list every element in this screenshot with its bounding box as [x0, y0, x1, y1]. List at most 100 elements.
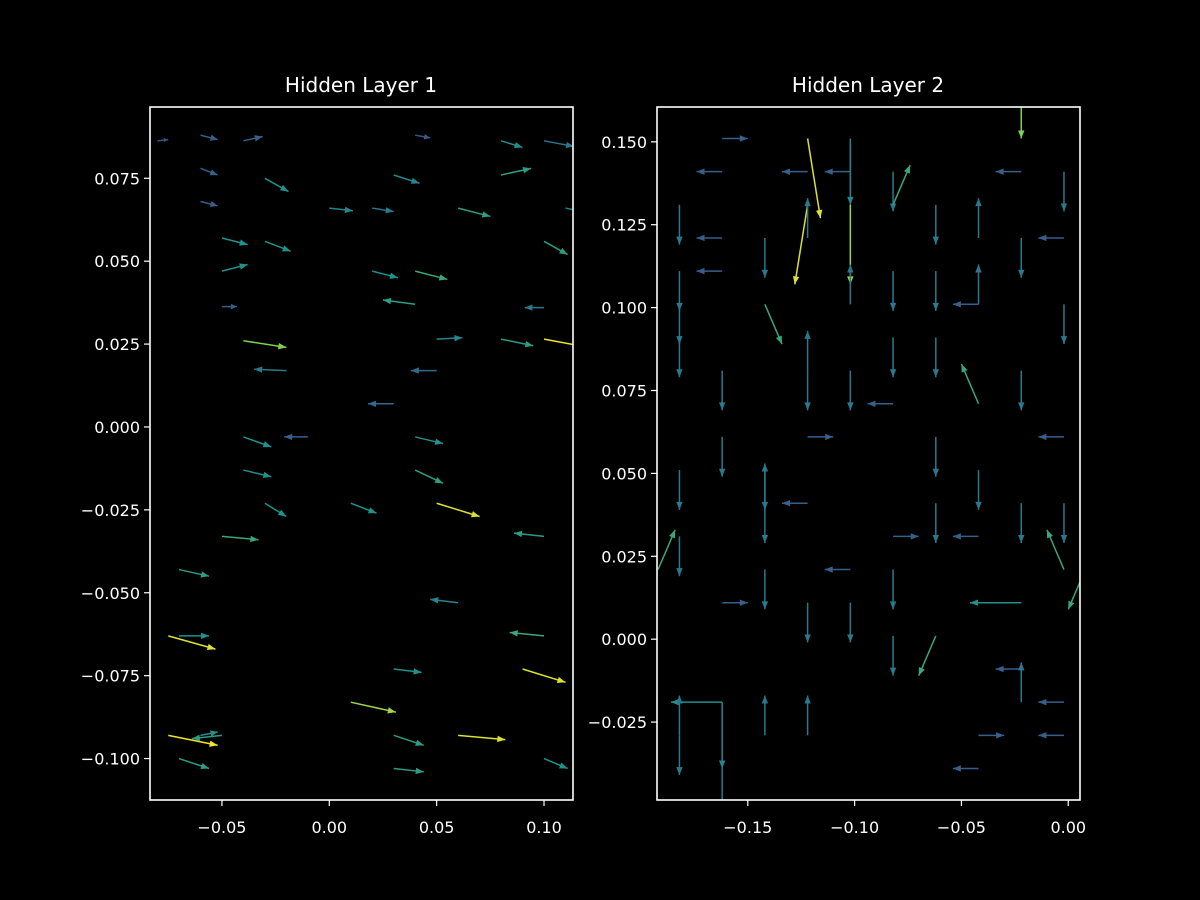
arrow-head — [277, 509, 287, 517]
arrow-head — [761, 695, 769, 704]
quiver-arrow — [543, 240, 568, 256]
arrow-shaft — [806, 138, 822, 219]
quiver-arrows — [657, 107, 1080, 800]
quiver-arrow — [221, 303, 237, 310]
arrow-head — [209, 200, 218, 208]
quiver-arrow — [1018, 107, 1025, 139]
arrow-head — [200, 762, 210, 770]
arrow-head — [1038, 234, 1047, 242]
arrow-head — [524, 340, 534, 348]
y-tick-label: 0.075 — [94, 169, 140, 188]
arrow-head — [262, 471, 272, 478]
quiver-arrow — [722, 599, 748, 606]
x-tick-label: 0.00 — [311, 818, 347, 837]
arrow-head — [1018, 130, 1025, 139]
quiver-arrow — [960, 363, 980, 405]
arrow-head — [847, 264, 854, 273]
quiver-arrow — [367, 400, 394, 407]
quiver-arrow — [414, 469, 444, 485]
arrow-head — [816, 209, 823, 219]
quiver-arrow — [889, 337, 897, 378]
arrow-head — [210, 730, 218, 737]
arrow-head — [961, 363, 968, 373]
quiver-arrow — [393, 734, 425, 747]
quiver-arrow — [393, 174, 420, 184]
arrow-head — [932, 369, 939, 378]
quiver-arrow — [500, 338, 534, 348]
quiver-arrow — [200, 134, 218, 141]
arrow-head — [670, 698, 679, 706]
quiver-arrow — [847, 370, 854, 411]
quiver-arrow — [524, 304, 545, 311]
quiver-arrow — [975, 198, 982, 238]
arrow-head — [481, 211, 491, 218]
arrow-head — [209, 169, 218, 176]
quiver-arrow — [995, 665, 1022, 673]
quiver-arrow — [243, 469, 272, 478]
arrow-head — [975, 501, 982, 510]
quiver-arrow — [975, 264, 982, 305]
quiver-arrow — [807, 433, 834, 441]
quiver-arrow — [284, 433, 308, 441]
quiver-arrow — [264, 240, 291, 252]
quiver-arrow — [393, 767, 424, 775]
arrow-head — [250, 535, 259, 543]
quiver-arrow — [457, 207, 491, 218]
arrow-head — [761, 269, 769, 278]
axes-frame — [656, 106, 1081, 801]
arrow-head — [513, 142, 523, 149]
arrow-head — [254, 135, 263, 142]
quiver-arrow — [781, 168, 808, 175]
arrow-head — [279, 184, 289, 192]
arrow-head — [387, 707, 396, 714]
y-tick-label: 0.125 — [601, 216, 647, 235]
quiver-arrows — [157, 134, 573, 775]
x-tick-label: −0.15 — [723, 818, 772, 837]
quiver-arrow — [382, 297, 416, 306]
quiver-arrow — [178, 568, 210, 578]
quiver-arrow — [243, 436, 272, 448]
arrow-head — [559, 762, 568, 769]
quiver-arrow — [1018, 503, 1025, 544]
quiver-arrow — [264, 177, 289, 193]
arrow-head — [206, 643, 216, 651]
quiver-arrow — [178, 632, 210, 640]
x-axis: −0.15 −0.10 −0.05 0.00 — [723, 800, 1086, 837]
y-axis: 0.150 0.125 0.100 0.075 0.050 0.025 0.00… — [588, 133, 657, 732]
quiver-arrow — [350, 502, 377, 514]
arrow-head — [389, 272, 399, 279]
quiver-arrow — [889, 635, 897, 676]
arrow-head — [932, 535, 939, 544]
arrow-head — [423, 134, 431, 140]
arrow-head — [559, 247, 568, 255]
arrow-head — [889, 369, 897, 378]
arrow-head — [781, 168, 790, 175]
quiver-arrow — [1060, 171, 1068, 212]
arrow-head — [932, 302, 939, 311]
quiver-arrow — [932, 271, 939, 311]
arrow-head — [761, 601, 769, 610]
y-tick-label: −0.100 — [81, 750, 140, 769]
arrow-head — [201, 632, 210, 640]
y-tick-label: 0.150 — [601, 133, 647, 152]
arrow-head — [239, 263, 248, 270]
x-tick-label: −0.10 — [830, 818, 879, 837]
quiver-arrow — [565, 207, 573, 211]
quiver-arrow — [221, 237, 248, 246]
arrow-head — [676, 501, 683, 510]
arrow-shaft — [565, 207, 573, 211]
quiver-arrow — [522, 668, 566, 684]
x-tick-label: 0.10 — [526, 818, 562, 837]
quiver-arrow — [804, 695, 811, 736]
y-tick-label: −0.050 — [81, 584, 140, 603]
arrow-head — [434, 438, 444, 445]
quiver-arrow — [824, 168, 851, 175]
quiver-arrow — [978, 732, 1005, 739]
arrow-head — [804, 330, 811, 339]
quiver-arrow — [243, 340, 287, 350]
quiver-arrow — [952, 765, 979, 772]
arrow-head — [847, 634, 854, 643]
arrow-head — [824, 168, 833, 175]
chart-title: Hidden Layer 1 — [285, 73, 437, 97]
